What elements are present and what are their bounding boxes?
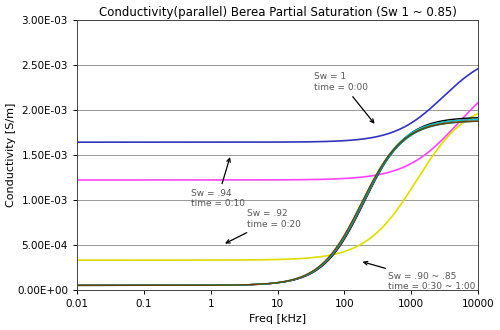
X-axis label: Freq [kHz]: Freq [kHz] [249,314,306,324]
Text: Sw = .90 ~ .85
time = 0:30 ~ 1:00: Sw = .90 ~ .85 time = 0:30 ~ 1:00 [364,261,476,291]
Text: Sw = 1
time = 0:00: Sw = 1 time = 0:00 [314,72,374,123]
Title: Conductivity(parallel) Berea Partial Saturation (Sw 1 ~ 0.85): Conductivity(parallel) Berea Partial Sat… [98,6,456,18]
Y-axis label: Conductivity [S/m]: Conductivity [S/m] [6,103,16,207]
Text: Sw = .94
time = 0:10: Sw = .94 time = 0:10 [190,158,244,209]
Text: Sw = .92
time = 0:20: Sw = .92 time = 0:20 [226,209,301,243]
